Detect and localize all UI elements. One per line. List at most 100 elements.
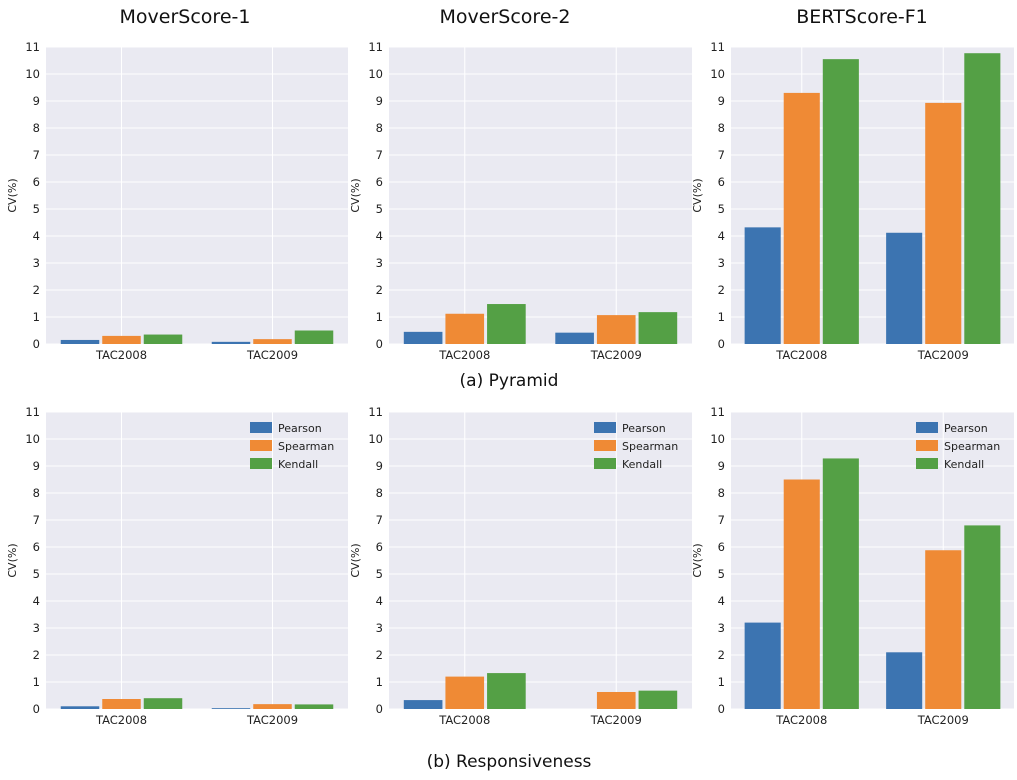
bar-kendall-tac2008 <box>487 673 526 709</box>
y-tick-label: 9 <box>33 94 40 108</box>
caption-pyramid: (a) Pyramid <box>459 371 559 391</box>
y-tick-label: 6 <box>376 540 383 554</box>
y-tick-label: 8 <box>718 486 725 500</box>
y-tick-label: 2 <box>376 648 383 662</box>
bar-spearman-tac2008 <box>102 335 141 344</box>
y-tick-label: 5 <box>376 567 383 581</box>
y-tick-label: 11 <box>368 40 383 54</box>
legend-label-kendall: Kendall <box>944 458 984 471</box>
bar-spearman-tac2008 <box>445 313 485 344</box>
bar-kendall-tac2009 <box>638 312 678 344</box>
x-tick-label: TAC2009 <box>917 348 969 362</box>
y-tick-label: 1 <box>376 675 383 689</box>
x-tick-label: TAC2009 <box>246 713 298 727</box>
y-tick-label: 4 <box>33 229 40 243</box>
x-tick-label: TAC2008 <box>438 713 490 727</box>
legend-label-pearson: Pearson <box>944 422 988 435</box>
legend-label-spearman: Spearman <box>944 440 1000 453</box>
y-tick-label: 9 <box>376 94 383 108</box>
legend-swatch-spearman <box>916 440 938 451</box>
y-tick-label: 1 <box>33 310 40 324</box>
y-tick-label: 8 <box>718 121 725 135</box>
bar-spearman-tac2009 <box>596 315 636 344</box>
x-tick-label: TAC2008 <box>95 713 147 727</box>
y-tick-label: 0 <box>33 337 40 351</box>
y-tick-label: 1 <box>718 310 725 324</box>
plot-background <box>46 412 348 709</box>
y-tick-label: 8 <box>33 486 40 500</box>
plot-background <box>389 47 692 344</box>
bar-pearson-tac2008 <box>403 331 443 344</box>
y-axis-label: CV(%) <box>349 543 362 577</box>
y-tick-label: 3 <box>376 256 383 270</box>
y-tick-label: 1 <box>33 675 40 689</box>
legend-swatch-kendall <box>916 458 938 469</box>
y-tick-label: 10 <box>25 432 40 446</box>
bar-kendall-tac2009 <box>964 525 1001 709</box>
y-tick-label: 5 <box>376 202 383 216</box>
y-axis-label: CV(%) <box>691 543 704 577</box>
y-tick-label: 5 <box>718 202 725 216</box>
legend: Pearson Spearman Kendall <box>250 422 334 471</box>
y-tick-label: 11 <box>25 405 40 419</box>
legend-swatch-kendall <box>594 458 616 469</box>
y-tick-label: 0 <box>718 337 725 351</box>
y-axis-label: CV(%) <box>691 178 704 212</box>
y-tick-label: 11 <box>25 40 40 54</box>
y-tick-label: 4 <box>376 594 383 608</box>
y-tick-label: 1 <box>718 675 725 689</box>
legend-label-spearman: Spearman <box>278 440 334 453</box>
chart-panel-5: 0 1 2 3 4 5 6 7 8 9 10 11 TAC2008 TAC2009 CV(%) Pearson… <box>691 405 1014 727</box>
y-tick-label: 9 <box>718 459 725 473</box>
y-tick-label: 6 <box>33 540 40 554</box>
bar-spearman-tac2008 <box>783 92 820 345</box>
y-tick-label: 3 <box>33 621 40 635</box>
bar-spearman-tac2008 <box>102 699 141 709</box>
y-tick-label: 11 <box>710 40 725 54</box>
x-tick-label: TAC2009 <box>917 713 969 727</box>
y-tick-label: 8 <box>376 121 383 135</box>
y-tick-label: 9 <box>33 459 40 473</box>
x-tick-label: TAC2009 <box>246 348 298 362</box>
y-tick-label: 8 <box>376 486 383 500</box>
bar-kendall-tac2009 <box>964 53 1001 345</box>
bar-pearson-tac2009 <box>886 652 923 709</box>
legend-label-pearson: Pearson <box>622 422 666 435</box>
y-tick-label: 8 <box>33 121 40 135</box>
y-tick-label: 11 <box>710 405 725 419</box>
bar-kendall-tac2009 <box>294 330 334 344</box>
bar-pearson-tac2009 <box>211 708 251 709</box>
y-axis-label: CV(%) <box>349 178 362 212</box>
bar-pearson-tac2008 <box>60 706 100 709</box>
y-tick-label: 0 <box>33 702 40 716</box>
y-tick-label: 9 <box>718 94 725 108</box>
bar-kendall-tac2009 <box>294 704 334 709</box>
chart-panel-1: 0 1 2 3 4 5 6 7 8 9 10 11 TAC2008 TAC2009 CV(%) <box>349 40 692 362</box>
y-tick-label: 6 <box>33 175 40 189</box>
bar-kendall-tac2009 <box>638 690 678 709</box>
bar-pearson-tac2008 <box>744 227 781 344</box>
x-tick-label: TAC2008 <box>438 348 490 362</box>
y-tick-label: 7 <box>376 148 383 162</box>
y-tick-label: 3 <box>33 256 40 270</box>
y-tick-label: 10 <box>368 432 383 446</box>
y-tick-label: 6 <box>376 175 383 189</box>
x-tick-label: TAC2008 <box>775 348 827 362</box>
legend: Pearson Spearman Kendall <box>594 422 678 471</box>
legend-label-kendall: Kendall <box>622 458 662 471</box>
bar-kendall-tac2008 <box>143 334 183 344</box>
y-tick-label: 5 <box>33 567 40 581</box>
y-tick-label: 7 <box>33 148 40 162</box>
legend-swatch-pearson <box>916 422 938 433</box>
legend-swatch-pearson <box>250 422 272 433</box>
legend-swatch-spearman <box>594 440 616 451</box>
y-tick-label: 0 <box>376 702 383 716</box>
bar-pearson-tac2009 <box>211 341 251 344</box>
column-title-moverscore-1: MoverScore-1 <box>119 6 251 28</box>
y-axis-label: CV(%) <box>6 543 19 577</box>
legend-label-kendall: Kendall <box>278 458 318 471</box>
caption-responsiveness: (b) Responsiveness <box>426 752 592 772</box>
bar-spearman-tac2008 <box>445 676 485 709</box>
bar-kendall-tac2008 <box>822 458 859 709</box>
